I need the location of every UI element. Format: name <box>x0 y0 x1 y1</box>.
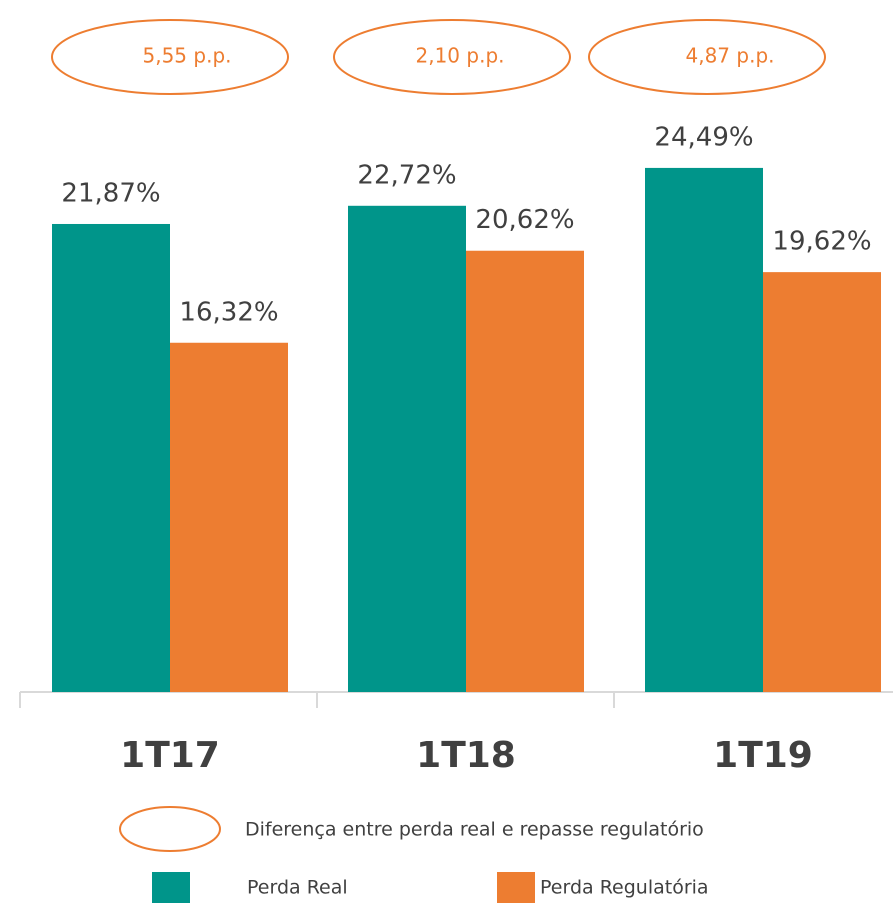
value-label: 20,62% <box>475 205 574 235</box>
value-label: 22,72% <box>357 160 456 190</box>
legend-swatch <box>152 872 190 903</box>
x-tick-label: 1T19 <box>713 735 813 776</box>
legend-label: Perda Regulatória <box>540 877 709 899</box>
value-label: 16,32% <box>179 297 278 327</box>
annotation-ellipse <box>588 19 826 95</box>
annotation-ellipse <box>333 19 571 95</box>
annotation: 4,87 p.p. <box>686 44 775 68</box>
value-label: 19,62% <box>772 227 871 257</box>
value-label: 21,87% <box>61 178 160 208</box>
legend-swatch <box>497 872 535 903</box>
x-tick-label: 1T18 <box>416 735 516 776</box>
bar <box>52 223 170 692</box>
legend-ellipse <box>119 806 221 852</box>
x-tick-label: 1T17 <box>120 735 220 776</box>
annotation: 5,55 p.p. <box>143 44 232 68</box>
value-label: 24,49% <box>654 122 753 152</box>
bar <box>466 250 584 692</box>
annotation-ellipse <box>51 19 289 95</box>
legend-label: Perda Real <box>247 877 348 899</box>
bar <box>348 205 466 693</box>
bar <box>170 342 288 692</box>
bar <box>645 167 763 692</box>
bar <box>763 272 881 692</box>
annotation: 2,10 p.p. <box>416 44 505 68</box>
legend-label: Diferença entre perda real e repasse reg… <box>245 819 704 841</box>
